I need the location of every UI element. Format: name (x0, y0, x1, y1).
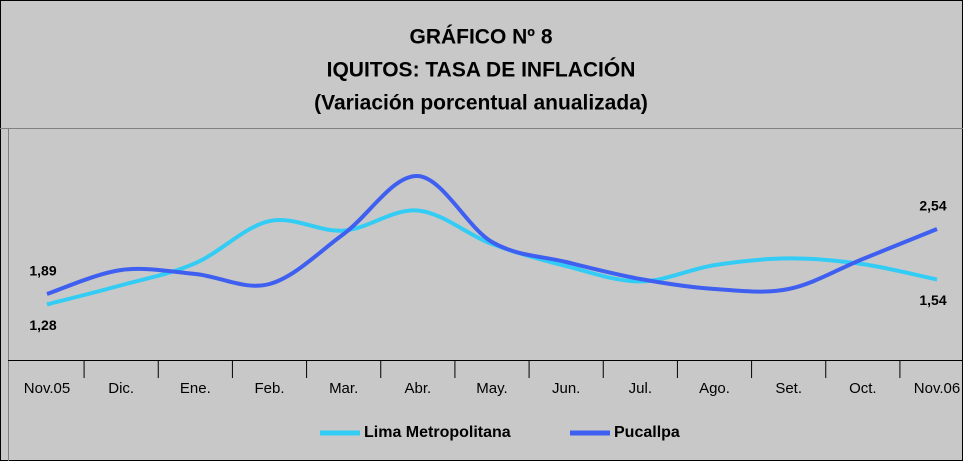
chart-title: GRÁFICO Nº 8 (409, 26, 552, 49)
x-tick-label: Jul. (629, 380, 652, 397)
legend-label: Lima Metropolitana (364, 424, 511, 441)
chart-title: IQUITOS: TASA DE INFLACIÓN (327, 58, 636, 82)
x-tick-label: Oct. (849, 380, 877, 397)
series-line (46, 208, 938, 307)
value-label: 2,54 (919, 198, 946, 214)
x-tick-label: Nov.06 (914, 380, 960, 397)
value-label: 1,89 (29, 263, 56, 279)
x-tick-label: Jun. (552, 380, 580, 397)
x-tick-label: Feb. (254, 380, 284, 397)
x-tick-label: May. (476, 380, 507, 397)
x-tick-label: Abr. (404, 380, 431, 397)
series-line (46, 173, 938, 296)
x-tick-label: Nov.05 (24, 380, 70, 397)
chart-subtitle: (Variación porcentual anualizada) (314, 92, 648, 115)
legend-label: Pucallpa (614, 424, 680, 441)
x-tick-label: Ago. (699, 380, 730, 397)
x-tick-label: Mar. (329, 380, 358, 397)
x-tick-label: Ene. (180, 380, 211, 397)
value-label: 1,28 (29, 317, 56, 333)
x-tick-label: Dic. (108, 380, 134, 397)
value-label: 1,54 (919, 292, 946, 308)
x-tick-label: Set. (775, 380, 802, 397)
